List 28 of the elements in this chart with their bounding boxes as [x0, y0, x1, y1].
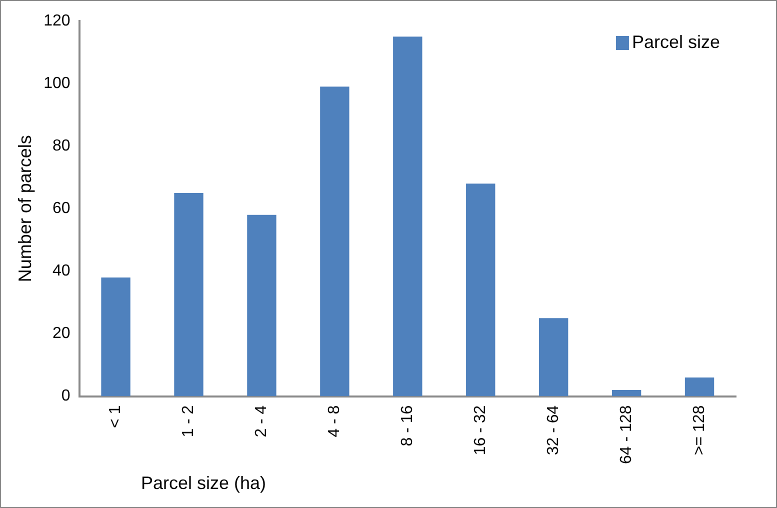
bar — [538, 318, 568, 396]
bar — [466, 184, 496, 396]
x-tick-label: 2 - 4 — [253, 405, 270, 438]
x-tick-label: >= 128 — [690, 405, 708, 456]
x-axis-title: Parcel size (ha) — [141, 472, 266, 493]
x-tick-label: 1 - 2 — [180, 405, 198, 438]
y-tick-label: 40 — [52, 262, 70, 280]
bar — [247, 214, 276, 396]
y-axis-title: Number of parcels — [14, 135, 35, 282]
bar — [101, 277, 130, 396]
legend-label: Parcel size — [632, 32, 720, 52]
bar — [393, 36, 422, 396]
x-tick-label: 32 - 64 — [544, 405, 562, 456]
x-tick-label: 4 - 8 — [326, 405, 344, 438]
bar — [320, 86, 350, 396]
x-tick-label: 16 - 32 — [472, 405, 490, 456]
x-tick-label: 8 - 16 — [399, 405, 416, 446]
bar — [174, 193, 204, 396]
y-tick-label: 120 — [44, 12, 70, 30]
x-tick-label: 64 - 128 — [618, 405, 635, 464]
y-tick-label: 100 — [44, 74, 70, 92]
bar — [612, 390, 642, 396]
y-tick-label: 0 — [61, 388, 70, 405]
bar — [684, 378, 714, 396]
y-tick-label: 80 — [52, 138, 70, 155]
y-tick-label: 60 — [52, 200, 70, 218]
y-tick-label: 20 — [52, 325, 70, 342]
x-tick-label: < 1 — [107, 405, 124, 428]
